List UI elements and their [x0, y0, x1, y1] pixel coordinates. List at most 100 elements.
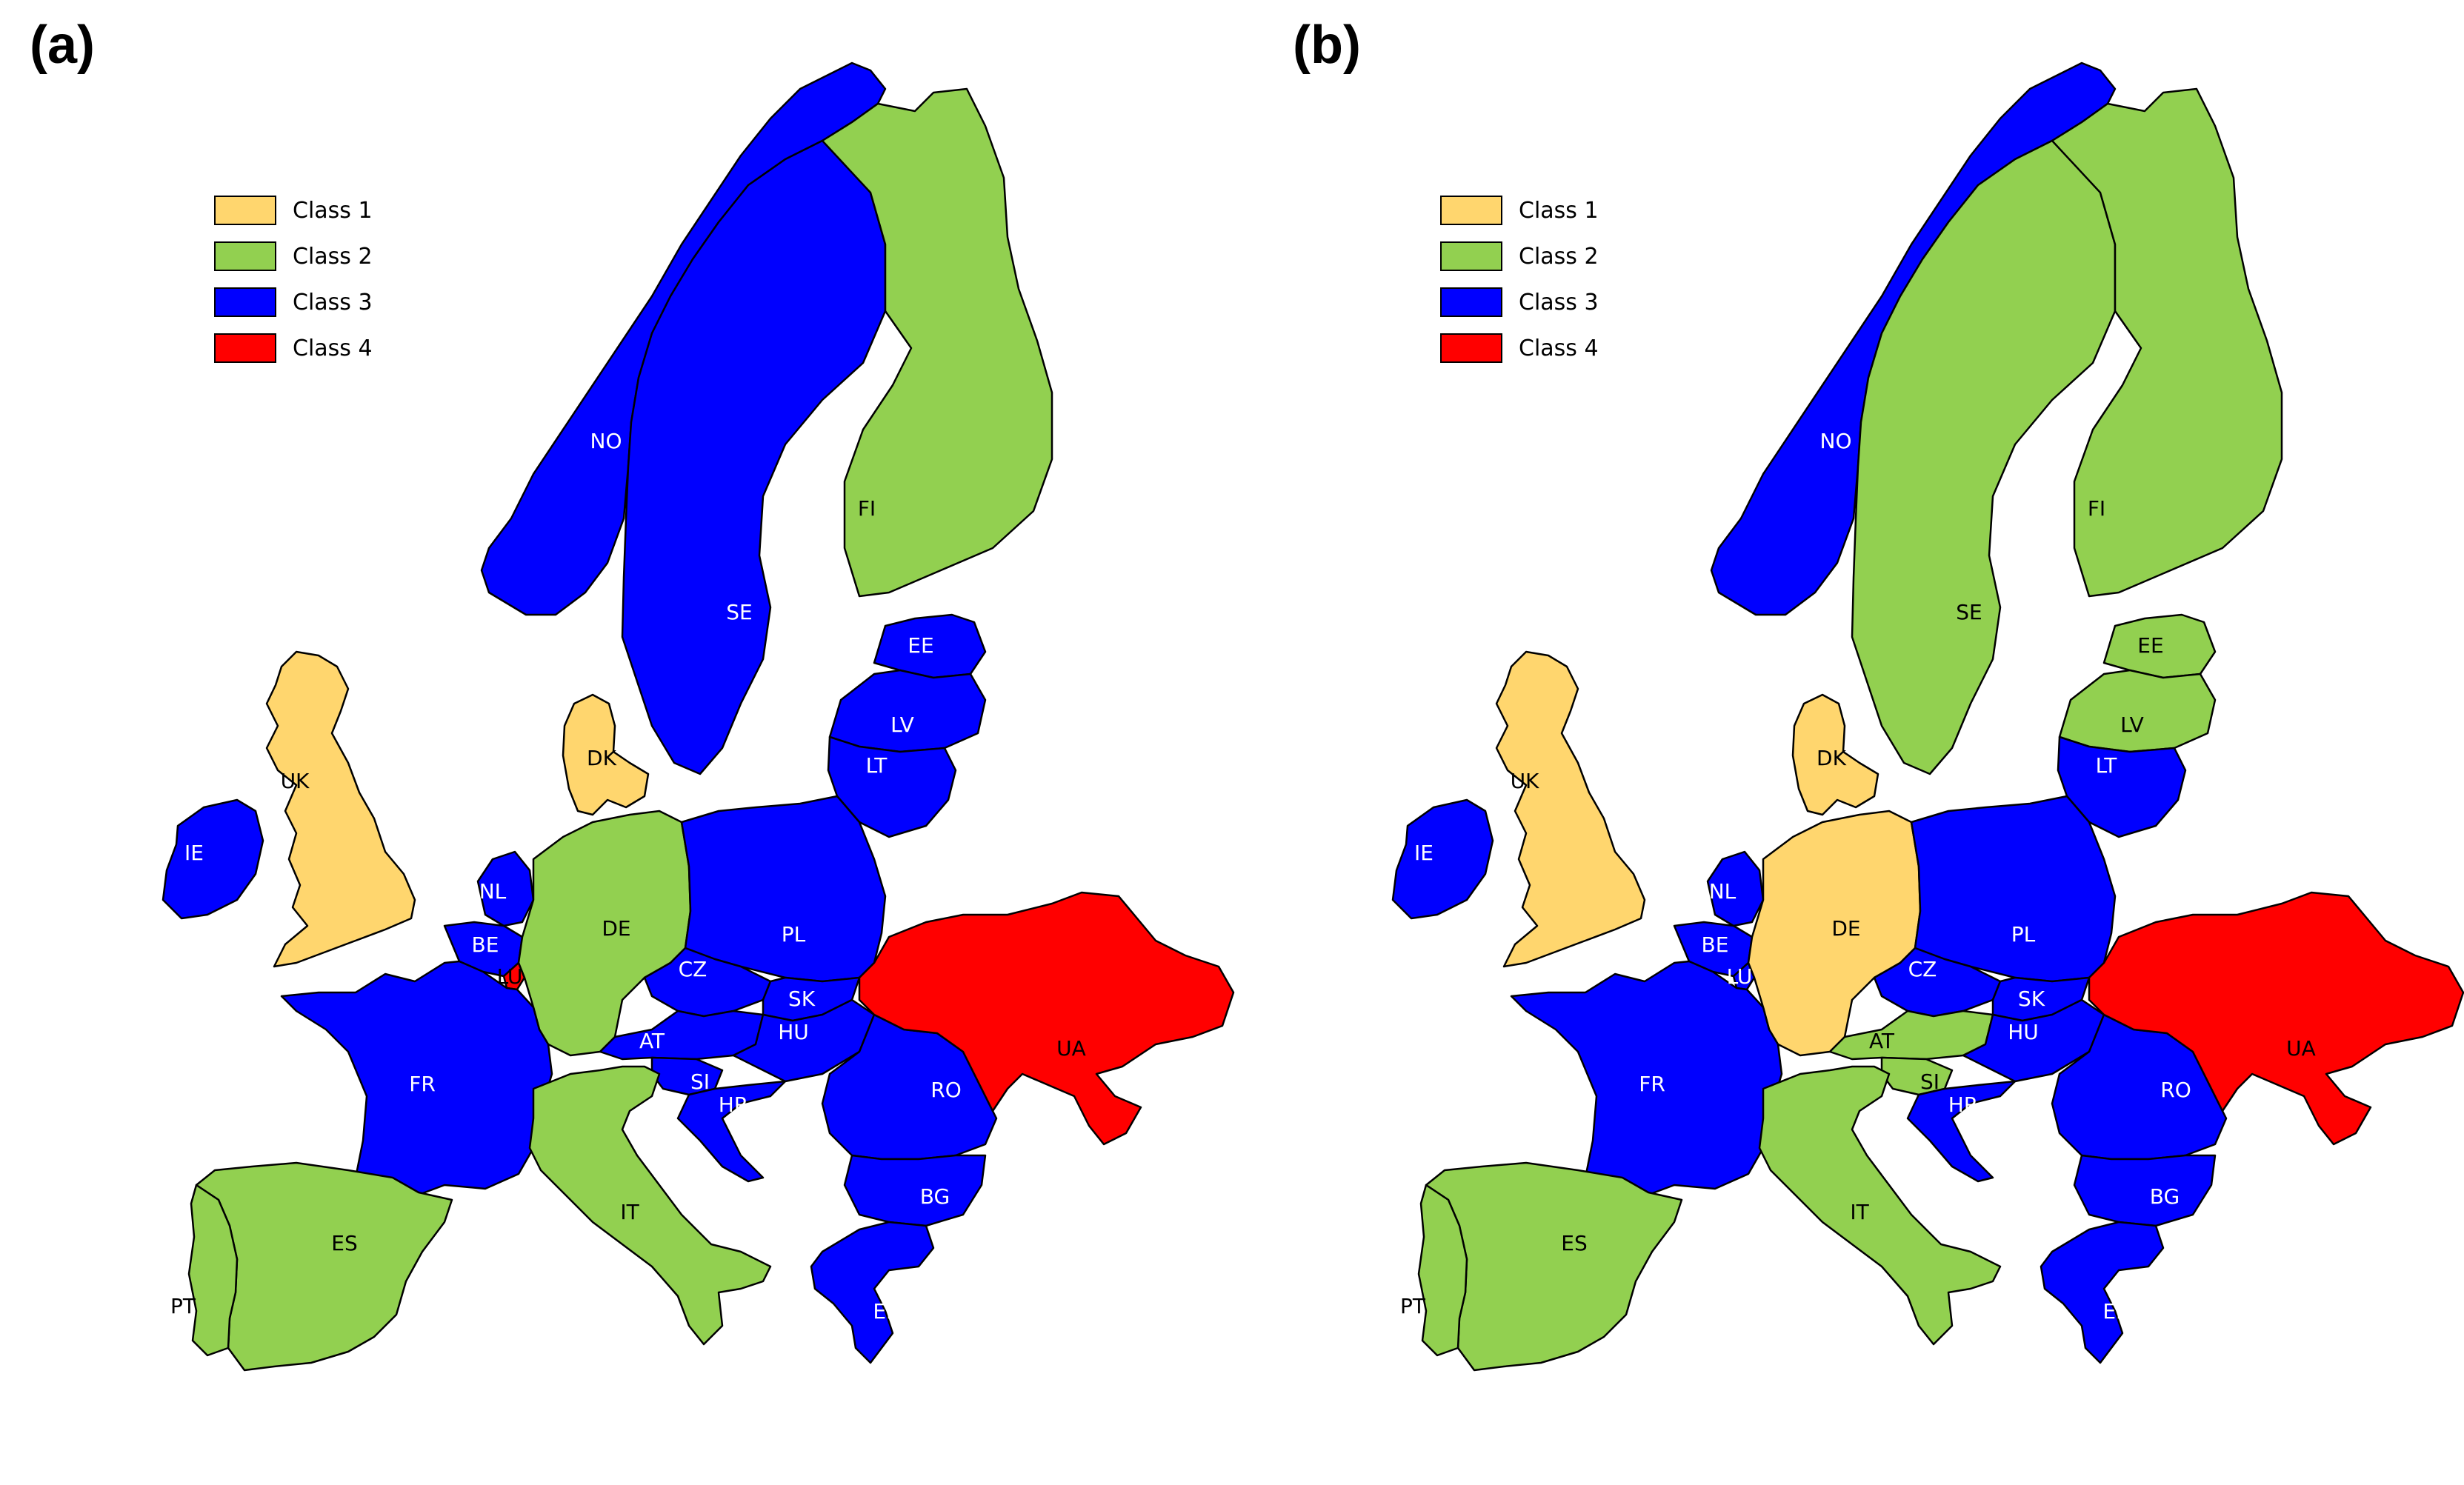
country-code-lv: LV	[890, 713, 914, 737]
panel-label-a: (a)	[30, 16, 95, 75]
country-code-ua: UA	[1056, 1036, 1086, 1061]
country-code-lt: LT	[2096, 753, 2118, 778]
legend-label-1: Class 1	[1519, 198, 1599, 224]
country-ee	[873, 613, 987, 679]
legend-swatch-4	[214, 333, 276, 363]
country-code-hr: HR	[719, 1092, 749, 1117]
legend-label-3: Class 3	[1519, 290, 1599, 316]
country-bg	[2073, 1154, 2217, 1227]
country-pt	[1417, 1184, 1468, 1357]
country-hr	[1906, 1080, 2017, 1183]
country-code-ee: EE	[2137, 633, 2163, 658]
country-code-be: BE	[472, 932, 499, 957]
country-lu	[1732, 961, 1756, 991]
country-code-lu: LU	[1727, 964, 1753, 989]
country-code-ie: IE	[184, 841, 204, 865]
country-code-cz: CZ	[1908, 957, 1937, 981]
country-it	[528, 1065, 772, 1346]
country-code-es: ES	[1561, 1231, 1587, 1255]
legend-label-2: Class 2	[293, 244, 373, 270]
legend-label-4: Class 4	[293, 336, 373, 361]
country-code-es: ES	[331, 1231, 357, 1255]
country-hu	[1962, 998, 2105, 1083]
country-it	[1758, 1065, 2002, 1346]
country-code-bg: BG	[2150, 1184, 2180, 1209]
country-ie	[162, 798, 264, 920]
legend: Class 1 Class 2 Class 3 Class 4	[214, 196, 373, 363]
country-code-ie: IE	[1414, 841, 1434, 865]
country-lv	[828, 669, 987, 753]
panel-label-b: (b)	[1293, 16, 1361, 75]
country-code-pt: PT	[1400, 1294, 1426, 1318]
country-code-hu: HU	[778, 1020, 809, 1044]
country-code-de: DE	[1831, 916, 1860, 941]
country-code-se: SE	[726, 600, 752, 624]
country-code-pt: PT	[170, 1294, 196, 1318]
legend-swatch-3	[214, 287, 276, 317]
legend: Class 1 Class 2 Class 3 Class 4	[1440, 196, 1599, 363]
country-uk	[265, 650, 416, 968]
country-lt	[2057, 735, 2187, 838]
country-se	[621, 139, 887, 775]
country-code-lu: LU	[497, 964, 523, 989]
legend-label-1: Class 1	[293, 198, 373, 224]
country-de	[1747, 810, 1922, 1057]
country-code-se: SE	[1956, 600, 1982, 624]
country-code-nl: NL	[479, 879, 507, 904]
country-code-no: NO	[590, 429, 622, 453]
country-el	[810, 1221, 935, 1364]
country-code-it: IT	[620, 1200, 639, 1224]
legend-swatch-1	[214, 196, 276, 225]
country-hr	[676, 1080, 787, 1183]
country-ua	[2088, 891, 2464, 1146]
country-bg	[843, 1154, 987, 1227]
legend-swatch-4	[1440, 333, 1502, 363]
country-code-pl: PL	[782, 922, 806, 947]
country-code-si: SI	[1920, 1069, 1939, 1094]
country-code-ee: EE	[908, 633, 933, 658]
legend-swatch-2	[1440, 241, 1502, 271]
country-code-el: EL	[2102, 1299, 2128, 1324]
country-code-el: EL	[873, 1299, 898, 1324]
country-code-cz: CZ	[679, 957, 707, 981]
country-code-si: SI	[690, 1069, 710, 1094]
country-fi	[821, 87, 1053, 598]
legend-swatch-2	[214, 241, 276, 271]
country-code-ro: RO	[2160, 1078, 2191, 1102]
country-de	[517, 810, 692, 1057]
country-code-fi: FI	[2088, 496, 2105, 521]
legend-label-3: Class 3	[293, 290, 373, 316]
legend-swatch-1	[1440, 196, 1502, 225]
country-lv	[2058, 669, 2217, 753]
country-code-sk: SK	[2018, 987, 2045, 1011]
legend-label-4: Class 4	[1519, 336, 1599, 361]
country-code-dk: DK	[587, 746, 617, 770]
country-code-fr: FR	[409, 1072, 436, 1096]
country-pt	[187, 1184, 239, 1357]
country-dk	[562, 693, 650, 816]
country-code-uk: UK	[1511, 769, 1539, 793]
country-el	[2040, 1221, 2165, 1364]
country-code-hr: HR	[1948, 1092, 1979, 1117]
country-lt	[827, 735, 957, 838]
country-dk	[1791, 693, 1879, 816]
country-ua	[858, 891, 1235, 1146]
country-code-uk: UK	[281, 769, 310, 793]
country-uk	[1495, 650, 1646, 968]
country-pl	[1910, 795, 2117, 983]
country-code-at: AT	[1869, 1029, 1895, 1053]
country-fr	[280, 960, 553, 1198]
country-code-lv: LV	[2120, 713, 2144, 737]
country-code-no: NO	[1820, 429, 1852, 453]
legend-label-2: Class 2	[1519, 244, 1599, 270]
country-ie	[1391, 798, 1494, 920]
country-code-nl: NL	[1709, 879, 1737, 904]
country-code-be: BE	[1702, 932, 1729, 957]
country-pl	[680, 795, 887, 983]
country-code-it: IT	[1850, 1200, 1869, 1224]
country-code-ua: UA	[2286, 1036, 2316, 1061]
